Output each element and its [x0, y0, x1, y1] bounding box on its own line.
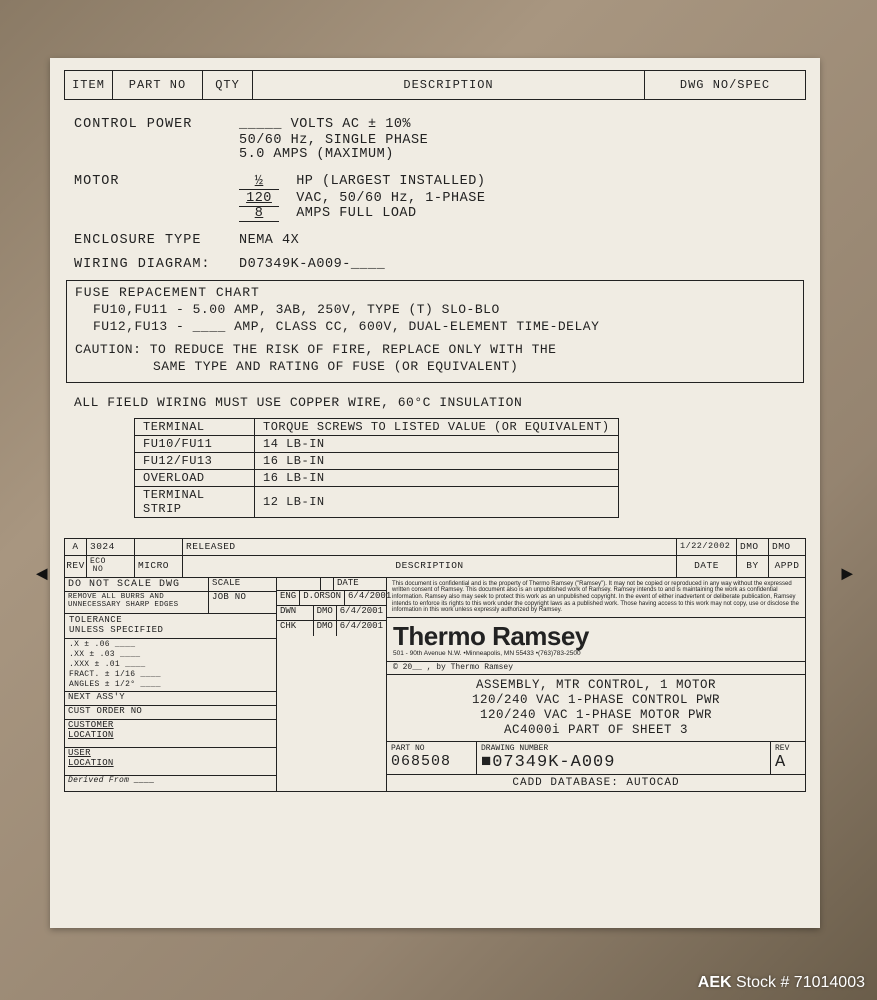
motor-label: MOTOR	[74, 175, 239, 190]
table-row: FU10/FU1114 LB-IN	[135, 435, 619, 452]
title-block: A 3024 RELEASED 1/22/2002 DMO DMO REV EC…	[64, 538, 806, 793]
derived-from: Derived From ____	[65, 776, 276, 790]
fuse-line-1: FU10,FU11 - 5.00 AMP, 3AB, 250V, TYPE (T…	[93, 302, 795, 319]
table-row: OVERLOAD16 LB-IN	[135, 469, 619, 486]
hdr-partno: PART NO	[113, 71, 203, 99]
customer-location: CUSTOMER LOCATION	[65, 720, 276, 748]
fuse-caution-1: CAUTION: TO REDUCE THE RISK OF FIRE, REP…	[75, 342, 795, 359]
torque-table: TERMINAL TORQUE SCREWS TO LISTED VALUE (…	[134, 418, 619, 518]
fuse-caution-2: SAME TYPE AND RATING OF FUSE (OR EQUIVAL…	[153, 359, 795, 376]
cadd-database: CADD DATABASE: AUTOCAD	[387, 774, 805, 791]
job-no-label: JOB NO	[209, 592, 276, 613]
hdr-dwg: DWG NO/SPEC	[645, 71, 805, 99]
wire-note: ALL FIELD WIRING MUST USE COPPER WIRE, 6…	[74, 395, 806, 410]
table-row: TERMINAL STRIP12 LB-IN	[135, 486, 619, 517]
motor-vac: 120 VAC, 50/60 Hz, 1-PHASE	[239, 192, 806, 207]
spec-sheet: ITEM PART NO QTY DESCRIPTION DWG NO/SPEC…	[50, 58, 820, 928]
control-power-volts: _____ VOLTS AC ± 10%	[239, 118, 806, 132]
enclosure-val: NEMA 4X	[239, 234, 806, 248]
drawing-number-row: PART NO 068508 DRAWING NUMBER ■07349K-A0…	[387, 742, 805, 774]
wiring-label: WIRING DIAGRAM:	[74, 258, 239, 272]
torque-h2: TORQUE SCREWS TO LISTED VALUE (OR EQUIVA…	[255, 418, 619, 435]
header-row: ITEM PART NO QTY DESCRIPTION DWG NO/SPEC	[64, 70, 806, 100]
copyright: © 20__ , by Thermo Ramsey	[387, 662, 805, 676]
fuse-line-2: FU12,FU13 - ____ AMP, CLASS CC, 600V, DU…	[93, 319, 795, 336]
specs-block: CONTROL POWER _____ VOLTS AC ± 10% 50/60…	[74, 118, 806, 272]
motor-amps: 8 AMPS FULL LOAD	[239, 207, 806, 222]
watermark: AEK Stock # 71014003	[698, 974, 865, 992]
rev-data-row: A 3024 RELEASED 1/22/2002 DMO DMO	[65, 539, 805, 556]
wiring-val: D07349K-A009-____	[239, 258, 806, 272]
hdr-desc: DESCRIPTION	[253, 71, 645, 99]
burrs-note: REMOVE ALL BURRS AND UNNECESSARY SHARP E…	[65, 592, 209, 613]
arrow-left-icon: ◄	[36, 564, 48, 587]
arrow-right-icon: ►	[841, 564, 853, 587]
table-row: FU12/FU1316 LB-IN	[135, 452, 619, 469]
company-address: 501 - 90th Avenue N.W. •Minneapolis, MN …	[387, 650, 805, 661]
do-not-scale: DO NOT SCALE DWG	[65, 578, 209, 591]
company-logo: Thermo Ramsey	[387, 618, 805, 651]
assembly-title: ASSEMBLY, MTR CONTROL, 1 MOTOR 120/240 V…	[387, 675, 805, 742]
user-location: USER LOCATION	[65, 748, 276, 776]
enclosure-label: ENCLOSURE TYPE	[74, 234, 239, 248]
cust-order: CUST ORDER NO	[65, 706, 276, 720]
torque-h1: TERMINAL	[135, 418, 255, 435]
fuse-title: FUSE REPACEMENT CHART	[75, 285, 795, 302]
scale-label: SCALE	[209, 578, 276, 591]
tolerance-values: .X ± .06 ____ .XX ± .03 ____ .XXX ± .01 …	[65, 639, 276, 692]
control-power-amps: 5.0 AMPS (MAXIMUM)	[239, 148, 806, 162]
hdr-item: ITEM	[65, 71, 113, 99]
title-block-main: DO NOT SCALE DWG SCALE REMOVE ALL BURRS …	[65, 578, 805, 792]
motor-hp: ½ HP (LARGEST INSTALLED)	[239, 175, 806, 190]
control-power-label: CONTROL POWER	[74, 118, 239, 132]
rev-header-row: REV ECO NO MICRO DESCRIPTION DATE BY APP…	[65, 556, 805, 578]
tolerance-title: TOLERANCE UNLESS SPECIFIED	[65, 614, 276, 639]
hdr-qty: QTY	[203, 71, 253, 99]
confidential-note: This document is confidential and is the…	[387, 578, 805, 618]
fuse-chart: FUSE REPACEMENT CHART FU10,FU11 - 5.00 A…	[66, 280, 804, 382]
next-assy: NEXT ASS'Y	[65, 692, 276, 706]
control-power-hz: 50/60 Hz, SINGLE PHASE	[239, 134, 806, 148]
